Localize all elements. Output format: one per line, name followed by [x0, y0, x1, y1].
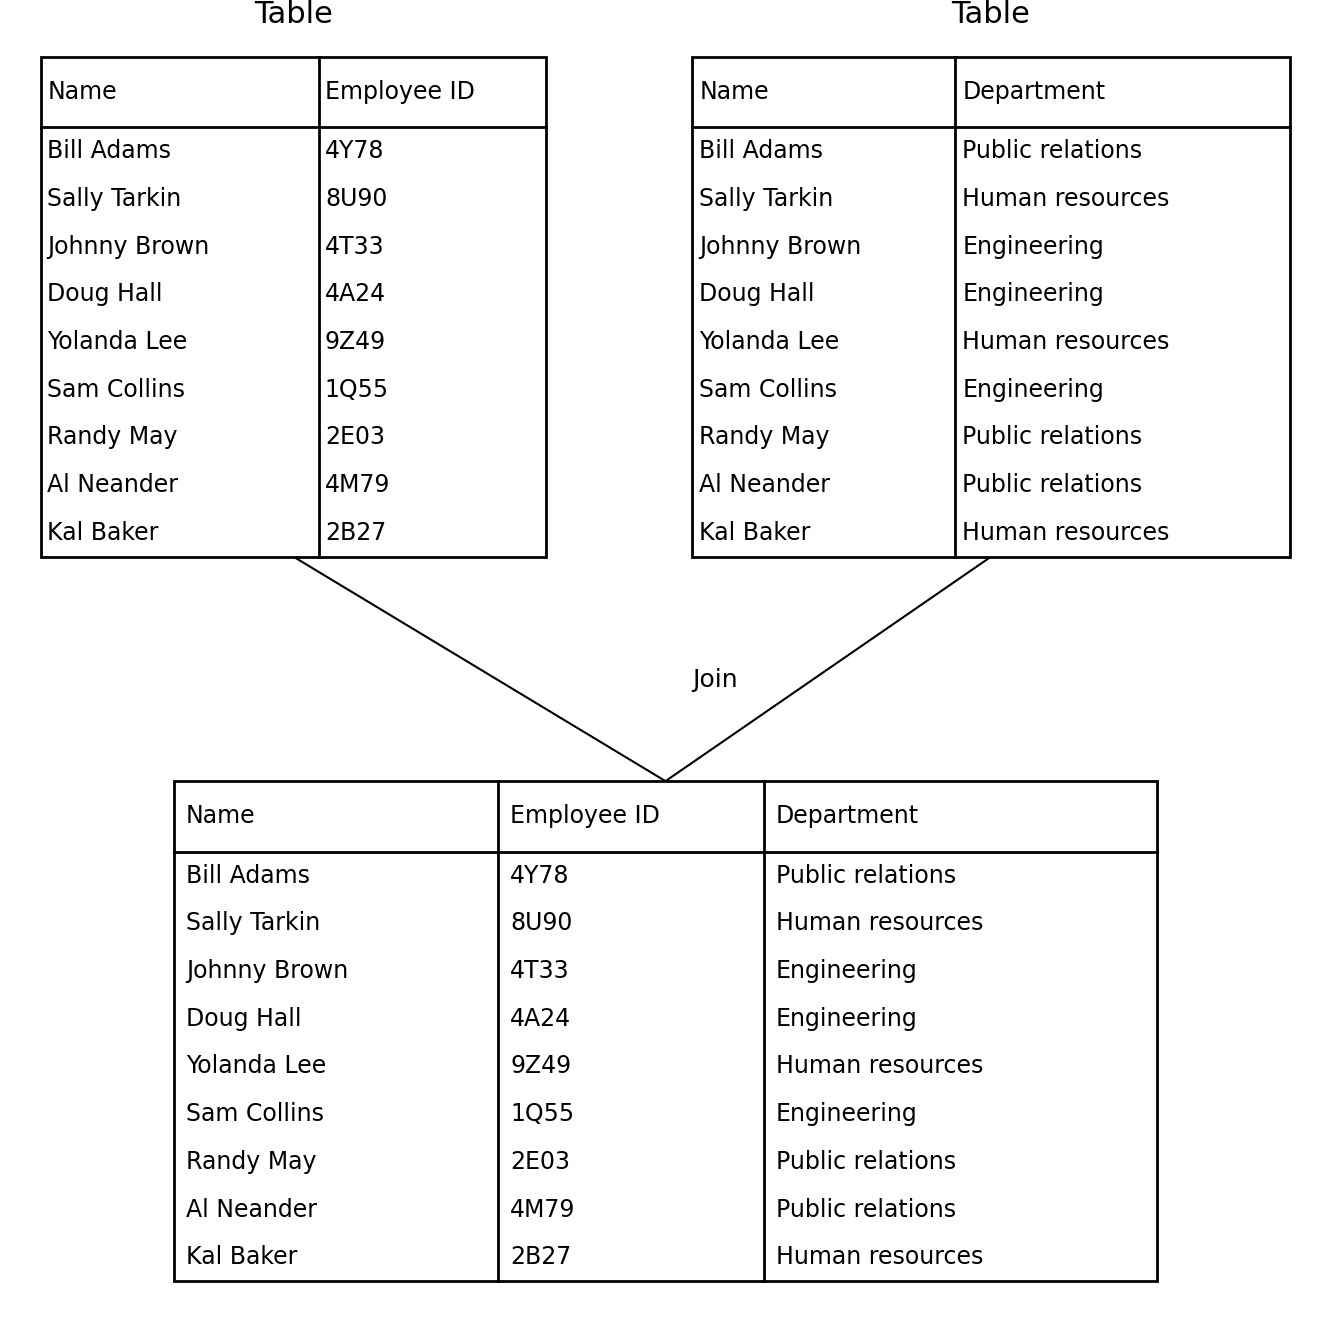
Text: Sally Tarkin: Sally Tarkin	[699, 186, 833, 211]
Text: Public relations: Public relations	[776, 1198, 956, 1222]
Text: 4Y78: 4Y78	[510, 864, 570, 888]
Text: Engineering: Engineering	[776, 959, 917, 983]
Text: 4A24: 4A24	[510, 1007, 571, 1030]
Text: Randy May: Randy May	[699, 425, 829, 449]
Text: Sally Tarkin: Sally Tarkin	[48, 186, 181, 211]
Text: Employee ID: Employee ID	[325, 81, 475, 104]
Text: 8U90: 8U90	[325, 186, 387, 211]
Text: Engineering: Engineering	[962, 235, 1103, 259]
Text: Doug Hall: Doug Hall	[48, 283, 162, 306]
Text: 4A24: 4A24	[325, 283, 386, 306]
Text: Human resources: Human resources	[962, 186, 1170, 211]
Text: 9Z49: 9Z49	[325, 330, 386, 354]
Text: Public relations: Public relations	[776, 864, 956, 888]
Text: Randy May: Randy May	[186, 1149, 317, 1174]
Text: Engineering: Engineering	[776, 1102, 917, 1125]
Text: Doug Hall: Doug Hall	[699, 283, 815, 306]
Text: Sam Collins: Sam Collins	[48, 378, 185, 402]
Text: Human resources: Human resources	[962, 520, 1170, 544]
Text: 4Y78: 4Y78	[325, 139, 385, 162]
Text: Public relations: Public relations	[962, 425, 1142, 449]
Text: Sam Collins: Sam Collins	[186, 1102, 323, 1125]
Text: 1Q55: 1Q55	[325, 378, 389, 402]
Text: 2E03: 2E03	[510, 1149, 570, 1174]
Text: 9Z49: 9Z49	[510, 1054, 571, 1078]
Text: Engineering: Engineering	[962, 378, 1103, 402]
Text: Doug Hall: Doug Hall	[186, 1007, 301, 1030]
Text: Kal Baker: Kal Baker	[186, 1246, 297, 1269]
Text: 4M79: 4M79	[510, 1198, 575, 1222]
Text: Engineering: Engineering	[776, 1007, 917, 1030]
Text: Yolanda Lee: Yolanda Lee	[699, 330, 840, 354]
Text: Public relations: Public relations	[962, 473, 1142, 497]
Text: 8U90: 8U90	[510, 911, 572, 935]
Text: Department: Department	[776, 804, 918, 828]
Text: Name: Name	[699, 81, 769, 104]
Bar	[692, 57, 1290, 556]
Text: 2B27: 2B27	[510, 1246, 571, 1269]
Bar	[41, 57, 546, 556]
Text: Bill Adams: Bill Adams	[699, 139, 824, 162]
Text: Department: Department	[962, 81, 1105, 104]
Text: Sam Collins: Sam Collins	[699, 378, 837, 402]
Text: Engineering: Engineering	[962, 283, 1103, 306]
Text: Table: Table	[952, 0, 1030, 29]
Text: Human resources: Human resources	[776, 1246, 984, 1269]
Text: Al Neander: Al Neander	[48, 473, 178, 497]
Text: Join: Join	[692, 668, 737, 692]
Text: Name: Name	[48, 81, 117, 104]
Text: 2E03: 2E03	[325, 425, 385, 449]
Text: 4T33: 4T33	[510, 959, 570, 983]
Text: Human resources: Human resources	[776, 911, 984, 935]
Text: Name: Name	[186, 804, 256, 828]
Text: Kal Baker: Kal Baker	[699, 520, 811, 544]
Text: Human resources: Human resources	[776, 1054, 984, 1078]
Text: Table: Table	[254, 0, 333, 29]
Text: Sally Tarkin: Sally Tarkin	[186, 911, 319, 935]
Text: Yolanda Lee: Yolanda Lee	[48, 330, 188, 354]
Text: Employee ID: Employee ID	[510, 804, 660, 828]
Text: Human resources: Human resources	[962, 330, 1170, 354]
Text: Johnny Brown: Johnny Brown	[186, 959, 349, 983]
Text: Al Neander: Al Neander	[186, 1198, 317, 1222]
Text: Bill Adams: Bill Adams	[48, 139, 172, 162]
Bar	[174, 781, 1157, 1281]
Text: Johnny Brown: Johnny Brown	[699, 235, 861, 259]
Text: Public relations: Public relations	[776, 1149, 956, 1174]
Text: Public relations: Public relations	[962, 139, 1142, 162]
Text: Randy May: Randy May	[48, 425, 178, 449]
Text: 4T33: 4T33	[325, 235, 385, 259]
Text: 1Q55: 1Q55	[510, 1102, 575, 1125]
Text: Yolanda Lee: Yolanda Lee	[186, 1054, 326, 1078]
Text: Bill Adams: Bill Adams	[186, 864, 310, 888]
Text: Al Neander: Al Neander	[699, 473, 831, 497]
Text: Johnny Brown: Johnny Brown	[48, 235, 209, 259]
Text: Kal Baker: Kal Baker	[48, 520, 158, 544]
Text: 2B27: 2B27	[325, 520, 386, 544]
Text: 4M79: 4M79	[325, 473, 390, 497]
